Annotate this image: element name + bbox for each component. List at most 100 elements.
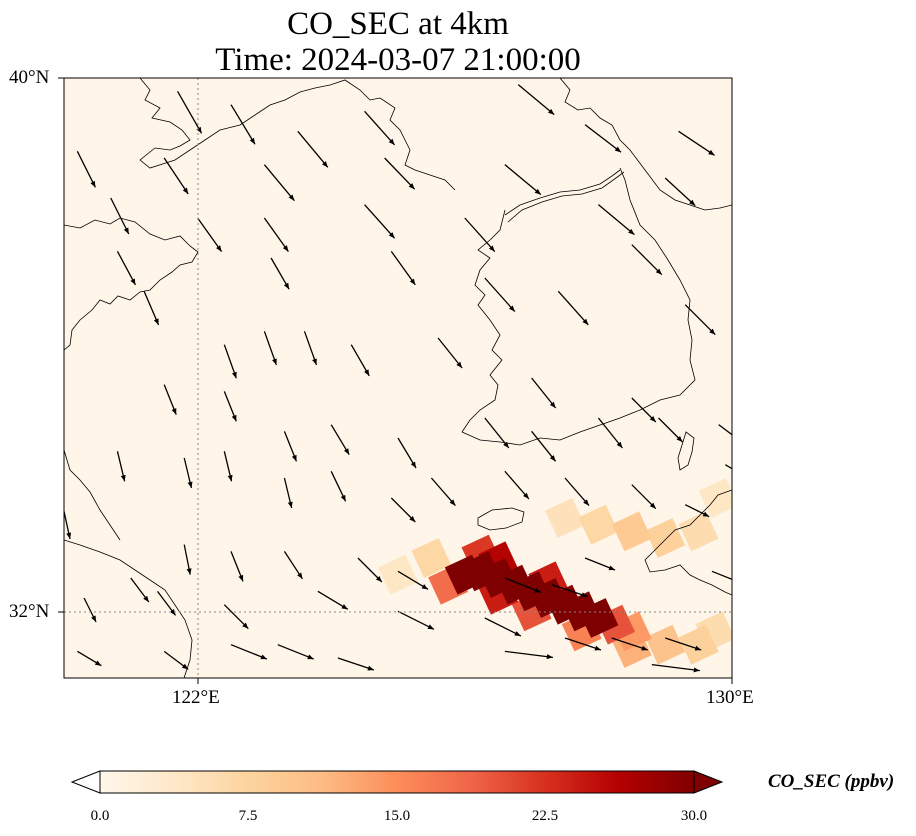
wind-arrow — [283, 431, 298, 462]
wind-arrow — [230, 644, 268, 660]
japan-kyushu-coastline — [644, 489, 732, 596]
china-coastline — [64, 217, 199, 351]
map-frame — [63, 77, 733, 679]
wind-arrow — [364, 204, 396, 239]
lat-label-32n: 32°N — [9, 601, 50, 622]
wind-arrow — [584, 124, 622, 153]
wind-arrow — [664, 177, 696, 207]
wind-arrow — [263, 217, 289, 252]
wind-arrow — [337, 657, 375, 671]
wind-arrow — [163, 384, 177, 415]
wind-arrow — [163, 157, 189, 195]
wind-arrow — [283, 550, 303, 580]
co-sec-concentration-field — [378, 478, 732, 668]
wind-arrow — [183, 457, 193, 489]
korea-border-2 — [507, 171, 625, 223]
wind-arrow — [631, 244, 663, 276]
plume-cell — [378, 554, 418, 595]
colorbar-gradient — [99, 770, 695, 794]
wind-arrow — [183, 544, 192, 575]
wind-arrow — [230, 104, 256, 145]
wind-arrow — [176, 91, 203, 134]
gridlines — [64, 78, 732, 678]
wind-arrow — [611, 637, 648, 651]
wind-arrow — [557, 290, 589, 326]
wind-arrow — [230, 551, 244, 582]
yangtze-estuary — [64, 539, 193, 678]
map-time-subtitle: Time: 2024-03-07 21:00:00 — [215, 42, 581, 78]
wind-arrow — [430, 477, 456, 507]
wind-arrow — [277, 644, 315, 660]
wind-arrow — [390, 250, 416, 286]
wind-arrow — [390, 497, 416, 523]
colorbar-tick-22.5: 22.5 — [531, 808, 559, 824]
lon-label-130e: 130°E — [706, 687, 754, 708]
wind-arrow — [157, 590, 177, 616]
plume-cell — [645, 624, 686, 665]
wind-arrow — [77, 650, 102, 667]
wind-arrow — [83, 597, 97, 623]
plume-cell — [611, 511, 652, 552]
wind-arrow — [504, 470, 530, 500]
wind-arrow — [350, 344, 370, 377]
wind-arrow — [724, 464, 732, 470]
coastlines — [64, 78, 732, 678]
colorbar-tick-30: 30.0 — [680, 808, 708, 824]
plume-cell — [698, 478, 732, 518]
plume-cell — [678, 624, 719, 665]
wind-arrow — [517, 84, 555, 116]
wind-arrow — [130, 577, 150, 603]
wind-arrow — [658, 417, 683, 443]
wind-arrow — [64, 511, 72, 540]
wind-arrow — [384, 157, 416, 190]
plume-cell — [578, 598, 619, 638]
wind-arrow — [464, 217, 496, 253]
wind-arrow — [223, 604, 249, 630]
wind-arrow — [330, 471, 347, 502]
wind-arrow — [110, 197, 130, 235]
wind-arrow — [263, 164, 295, 202]
wind-arrow — [504, 650, 553, 660]
jeju-island — [477, 507, 525, 531]
wind-arrow — [397, 610, 435, 630]
colorbar-label: CO_SEC (ppbv) — [768, 771, 895, 792]
plume-cell — [411, 538, 452, 578]
wind-arrow — [76, 151, 96, 188]
wind-arrow — [531, 430, 557, 462]
colorbar-tick-7.5: 7.5 — [238, 808, 258, 824]
korea-northeast-coastline — [559, 78, 732, 211]
wind-arrow — [711, 570, 732, 581]
wind-arrow — [564, 637, 602, 651]
wind-arrow — [684, 504, 710, 518]
wind-arrow — [364, 110, 396, 146]
wind-arrow — [584, 557, 616, 571]
wind-arrow — [116, 451, 126, 482]
tsushima-island — [677, 431, 695, 471]
wind-arrow — [357, 557, 383, 583]
wind-arrow — [263, 331, 278, 366]
wind-arrow — [223, 344, 237, 379]
wind-arrow — [664, 637, 702, 651]
wind-arrow — [270, 257, 290, 290]
wind-arrow — [163, 650, 189, 670]
wind-arrow — [223, 391, 237, 422]
wind-arrow — [437, 337, 463, 369]
plume-cell — [578, 504, 619, 545]
wind-arrow — [317, 590, 349, 610]
colorbar-max-extend — [693, 770, 724, 794]
wind-arrow — [484, 617, 522, 637]
wind-arrow — [397, 437, 417, 469]
wind-arrow — [223, 451, 233, 482]
wind-arrow — [116, 251, 137, 286]
wind-arrow — [718, 424, 732, 436]
colorbar-tick-0: 0.0 — [90, 808, 110, 824]
wind-arrow — [297, 130, 329, 168]
plume-cell — [678, 511, 719, 552]
wind-arrow — [283, 477, 293, 509]
colorbar-min-extend — [70, 770, 101, 794]
wind-arrow — [684, 304, 716, 336]
lon-label-122e: 122°E — [172, 687, 220, 708]
wind-arrow — [504, 164, 542, 196]
wind-arrow — [303, 331, 318, 366]
wind-arrow — [504, 577, 542, 594]
